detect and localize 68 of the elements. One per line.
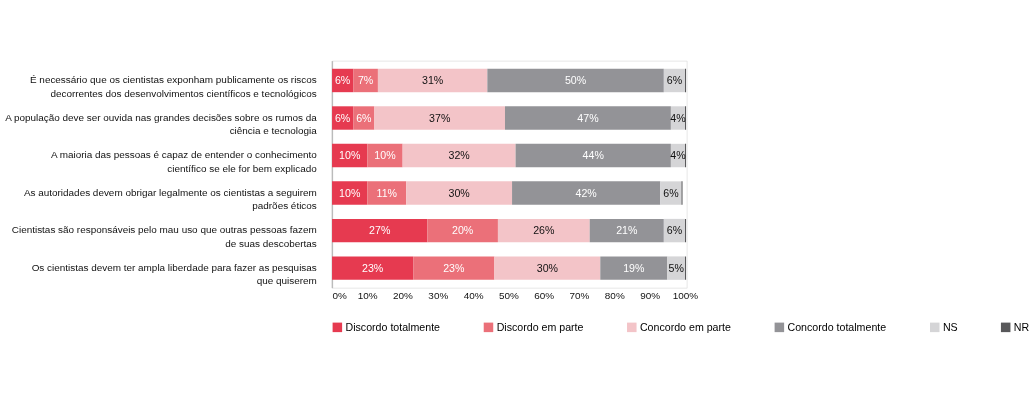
data-label: 11% bbox=[376, 186, 398, 199]
bar bbox=[402, 143, 516, 168]
bar bbox=[406, 181, 513, 205]
y-tick-label: A maioria das pessoas é capaz de entender o conhecimento científico se ele for bem explicado bbox=[50, 149, 318, 174]
legend-label: Discordo em parte bbox=[496, 320, 584, 333]
data-label: 6% bbox=[663, 186, 680, 199]
data-label: 7% bbox=[357, 74, 374, 87]
y-tick-label: Cientistas são responsáveis pelo mau uso que outras pessoas fazem de suas descobertas bbox=[11, 224, 317, 249]
legend-label: Concordo em parte bbox=[639, 320, 731, 333]
bar bbox=[374, 106, 505, 130]
data-label: 6% bbox=[334, 111, 351, 124]
bar bbox=[512, 181, 661, 205]
data-label: 6% bbox=[334, 74, 351, 87]
data-label: 47% bbox=[577, 111, 600, 124]
bar bbox=[494, 256, 601, 280]
x-tick-label: 20% bbox=[393, 289, 414, 301]
x-tick-label: 10% bbox=[357, 289, 378, 301]
bar bbox=[504, 106, 671, 130]
y-tick-label: Os cientistas devem ter ampla liberdade para fazer as pesquisas que quiserem bbox=[31, 261, 317, 287]
data-label: 37% bbox=[429, 111, 451, 124]
data-label: 6% bbox=[666, 74, 683, 87]
data-label: 10% bbox=[339, 186, 361, 199]
data-label: 42% bbox=[575, 186, 598, 199]
bar bbox=[332, 218, 428, 243]
data-label: 50% bbox=[564, 74, 587, 87]
data-label: 30% bbox=[536, 261, 559, 274]
x-tick-label: 60% bbox=[534, 289, 555, 301]
legend-label: NR bbox=[1013, 320, 1030, 333]
x-tick-label: 80% bbox=[604, 289, 625, 301]
bar bbox=[367, 181, 407, 205]
bar bbox=[497, 218, 590, 243]
bar bbox=[332, 256, 414, 280]
data-label: 31% bbox=[422, 74, 444, 87]
bar bbox=[589, 218, 664, 243]
data-label: 6% bbox=[666, 224, 683, 237]
x-tick-label: 40% bbox=[463, 289, 484, 301]
x-tick-label: 70% bbox=[569, 289, 590, 301]
bar bbox=[377, 68, 488, 93]
legend-label: Discordo totalmente bbox=[345, 320, 441, 333]
data-label: 30% bbox=[448, 186, 471, 199]
x-tick-label: 90% bbox=[640, 289, 661, 301]
data-label: 6% bbox=[356, 111, 373, 124]
data-label: 27% bbox=[369, 224, 391, 237]
x-tick-label: 50% bbox=[498, 289, 519, 301]
data-label: 10% bbox=[339, 149, 361, 162]
y-tick-label: As autoridades devem obrigar legalmente os cientistas a seguirem padrões éticos bbox=[23, 186, 317, 212]
bar bbox=[515, 143, 671, 168]
bar bbox=[600, 256, 668, 280]
x-tick-label: 30% bbox=[428, 289, 449, 301]
legend-label: Concordo totalmente bbox=[787, 320, 887, 333]
data-label: 23% bbox=[361, 261, 384, 274]
bar bbox=[427, 218, 498, 243]
y-tick-label: A população deve ser ouvida nas grandes decisões sobre os rumos da ciência e tecnologia bbox=[5, 111, 318, 137]
y-tick-label: É necessário que os cientistas exponham publicamente os riscos decorrentes dos desenvolvimentos científicos e tecnológicos bbox=[29, 74, 317, 99]
data-label: 5% bbox=[668, 261, 685, 274]
data-label: 20% bbox=[452, 224, 474, 237]
bar bbox=[413, 256, 495, 280]
data-label: 44% bbox=[582, 149, 605, 162]
x-tick-label: 100% bbox=[672, 289, 699, 301]
bar bbox=[487, 68, 664, 93]
x-tick-label: 0% bbox=[332, 289, 347, 301]
data-label: 21% bbox=[616, 224, 638, 237]
data-label: 32% bbox=[448, 149, 471, 162]
data-label: 10% bbox=[374, 149, 397, 162]
data-label: 19% bbox=[623, 261, 646, 274]
legend-label: NS bbox=[942, 320, 958, 333]
data-label: 23% bbox=[443, 261, 465, 274]
data-label: 26% bbox=[533, 224, 556, 237]
